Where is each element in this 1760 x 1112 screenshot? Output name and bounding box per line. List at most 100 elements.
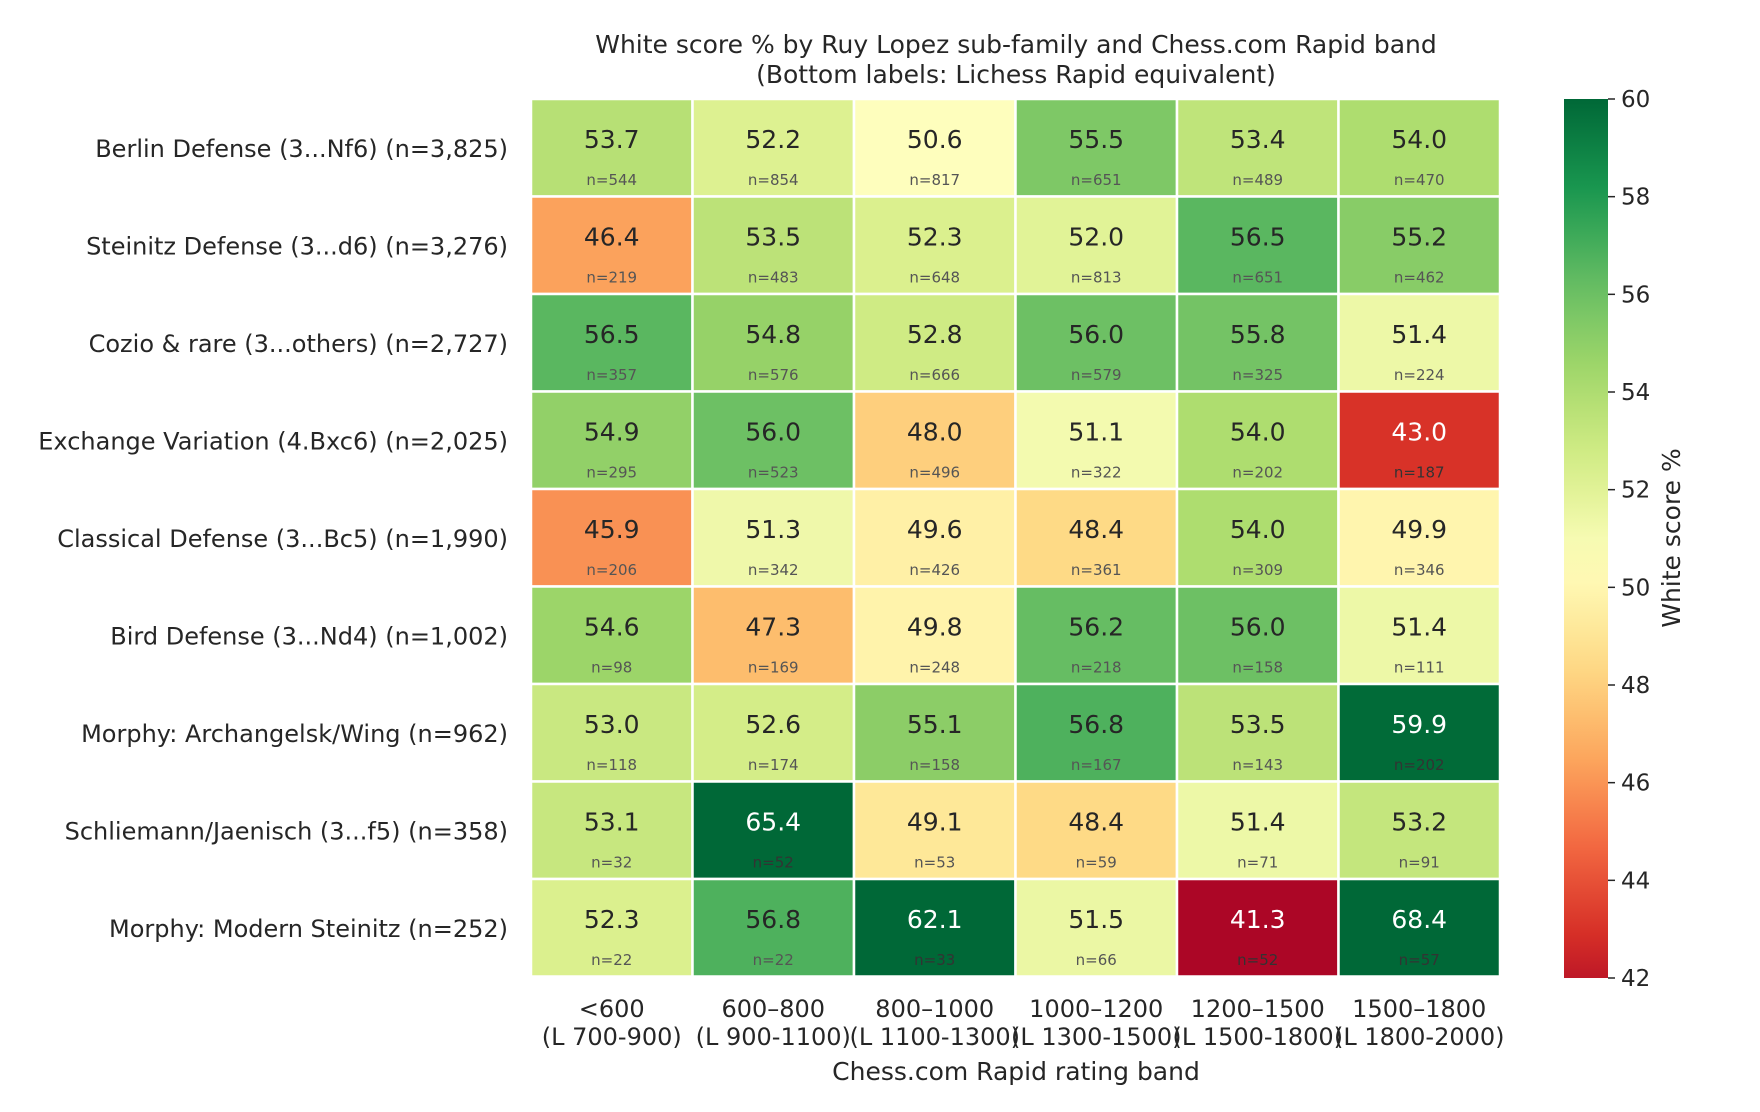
cell-value-label: 51.4 bbox=[1391, 612, 1447, 641]
heatmap-cell bbox=[529, 780, 694, 881]
cell-count-label: n=32 bbox=[591, 853, 632, 871]
cell-value-label: 59.9 bbox=[1391, 710, 1447, 739]
heatmap-cell bbox=[852, 390, 1017, 491]
cell-count-label: n=576 bbox=[748, 366, 799, 384]
colorbar-tick-label: 44 bbox=[1621, 868, 1650, 894]
column-label-lichess: (L 1100-1300) bbox=[849, 1023, 1020, 1051]
cell-value-label: 54.6 bbox=[584, 612, 640, 641]
cell-count-label: n=158 bbox=[909, 756, 960, 774]
cell-count-label: n=813 bbox=[1071, 268, 1122, 286]
cell-count-label: n=224 bbox=[1394, 366, 1445, 384]
cell-value-label: 56.8 bbox=[1068, 710, 1124, 739]
heatmap-cell bbox=[529, 682, 694, 783]
cell-value-label: 53.2 bbox=[1391, 807, 1447, 836]
cell-count-label: n=322 bbox=[1071, 463, 1122, 481]
cell-value-label: 53.1 bbox=[584, 807, 640, 836]
cell-value-label: 51.1 bbox=[1068, 417, 1124, 446]
colorbar-ticks: 42 44 46 48 50 52 54 56 58 60 bbox=[1608, 87, 1650, 992]
colorbar-tick-label: 48 bbox=[1621, 673, 1650, 699]
cell-value-label: 45.9 bbox=[584, 515, 640, 544]
column-label-band: 1200–1500 bbox=[1191, 995, 1325, 1023]
column-labels: <600(L 700-900) 600–800(L 900-1100) 800–10… bbox=[542, 995, 1505, 1051]
column-label-band: 1000–1200 bbox=[1029, 995, 1163, 1023]
column-label-lichess: (L 900-1100) bbox=[696, 1023, 851, 1051]
row-label: Berlin Defense (3...Nf6) (n=3,825) bbox=[95, 135, 508, 163]
heatmap-cell bbox=[852, 682, 1017, 783]
row-label: Schliemann/Jaenisch (3...f5) (n=358) bbox=[65, 817, 508, 845]
colorbar-tick-label: 50 bbox=[1621, 575, 1650, 601]
cell-value-label: 55.1 bbox=[907, 710, 963, 739]
heatmap-cell bbox=[529, 585, 694, 686]
cell-value-label: 48.0 bbox=[907, 417, 963, 446]
cell-value-label: 54.8 bbox=[745, 320, 801, 349]
cell-count-label: n=470 bbox=[1394, 171, 1445, 189]
cell-value-label: 53.4 bbox=[1230, 125, 1286, 154]
heatmap-cell bbox=[1337, 97, 1502, 198]
cell-count-label: n=483 bbox=[748, 268, 799, 286]
heatmap-cell bbox=[852, 877, 1017, 978]
heatmap-cell bbox=[691, 877, 856, 978]
cell-count-label: n=22 bbox=[591, 951, 632, 969]
cell-count-label: n=523 bbox=[748, 463, 799, 481]
heatmap-cell bbox=[1337, 292, 1502, 393]
cell-count-label: n=174 bbox=[748, 756, 799, 774]
cell-count-label: n=52 bbox=[1237, 951, 1278, 969]
cell-count-label: n=651 bbox=[1071, 171, 1122, 189]
cell-count-label: n=98 bbox=[591, 658, 632, 676]
cell-count-label: n=33 bbox=[914, 951, 955, 969]
cell-value-label: 55.5 bbox=[1068, 125, 1124, 154]
cell-value-label: 56.5 bbox=[584, 320, 640, 349]
cell-value-label: 48.4 bbox=[1068, 515, 1124, 544]
heatmap-cell bbox=[691, 97, 856, 198]
cell-count-label: n=202 bbox=[1232, 463, 1283, 481]
cell-value-label: 49.6 bbox=[907, 515, 963, 544]
heatmap-cell bbox=[1175, 780, 1340, 881]
cell-count-label: n=854 bbox=[748, 171, 799, 189]
cell-value-label: 56.8 bbox=[745, 905, 801, 934]
cell-value-label: 53.5 bbox=[1230, 710, 1286, 739]
cell-count-label: n=579 bbox=[1071, 366, 1122, 384]
colorbar-label: White score % bbox=[1657, 448, 1686, 628]
colorbar-tick-label: 42 bbox=[1621, 966, 1650, 992]
cell-value-label: 56.2 bbox=[1068, 612, 1124, 641]
chart-title: White score % by Ruy Lopez sub-family an… bbox=[595, 30, 1437, 59]
cell-count-label: n=309 bbox=[1232, 561, 1283, 579]
cell-count-label: n=219 bbox=[586, 268, 637, 286]
cell-count-label: n=496 bbox=[909, 463, 960, 481]
heatmap-cell bbox=[1337, 585, 1502, 686]
cell-value-label: 56.5 bbox=[1230, 222, 1286, 251]
cell-value-label: 41.3 bbox=[1230, 905, 1286, 934]
cell-value-label: 52.2 bbox=[745, 125, 801, 154]
row-label: Cozio & rare (3...others) (n=2,727) bbox=[89, 330, 508, 358]
colorbar-tick-label: 56 bbox=[1621, 282, 1650, 308]
heatmap-cell bbox=[691, 292, 856, 393]
cell-count-label: n=489 bbox=[1232, 171, 1283, 189]
cell-value-label: 51.4 bbox=[1391, 320, 1447, 349]
cell-count-label: n=158 bbox=[1232, 658, 1283, 676]
cell-count-label: n=91 bbox=[1399, 853, 1440, 871]
cell-count-label: n=651 bbox=[1232, 268, 1283, 286]
cell-count-label: n=544 bbox=[586, 171, 637, 189]
cell-count-label: n=357 bbox=[586, 366, 637, 384]
heatmap-cell bbox=[1175, 487, 1340, 588]
row-label: Morphy: Modern Steinitz (n=252) bbox=[109, 915, 508, 943]
cell-count-label: n=52 bbox=[753, 853, 794, 871]
column-label-lichess: (L 1800-2000) bbox=[1334, 1023, 1505, 1051]
heatmap-cell bbox=[1337, 682, 1502, 783]
heatmap-cells: 53.7 n=544 52.2 n=854 50.6 n=817 55.5 n=651 53.4… bbox=[529, 97, 1502, 978]
column-label-lichess: (L 1300-1500) bbox=[1011, 1023, 1182, 1051]
cell-count-label: n=187 bbox=[1394, 463, 1445, 481]
cell-count-label: n=248 bbox=[909, 658, 960, 676]
cell-value-label: 50.6 bbox=[907, 125, 963, 154]
cell-count-label: n=361 bbox=[1071, 561, 1122, 579]
cell-value-label: 51.4 bbox=[1230, 807, 1286, 836]
heatmap-cell bbox=[852, 780, 1017, 881]
cell-count-label: n=202 bbox=[1394, 756, 1445, 774]
cell-value-label: 53.0 bbox=[584, 710, 640, 739]
cell-count-label: n=53 bbox=[914, 853, 955, 871]
cell-count-label: n=57 bbox=[1399, 951, 1440, 969]
cell-value-label: 55.8 bbox=[1230, 320, 1286, 349]
cell-count-label: n=295 bbox=[586, 463, 637, 481]
colorbar-gradient bbox=[1564, 99, 1608, 978]
heatmap-cell bbox=[529, 97, 694, 198]
